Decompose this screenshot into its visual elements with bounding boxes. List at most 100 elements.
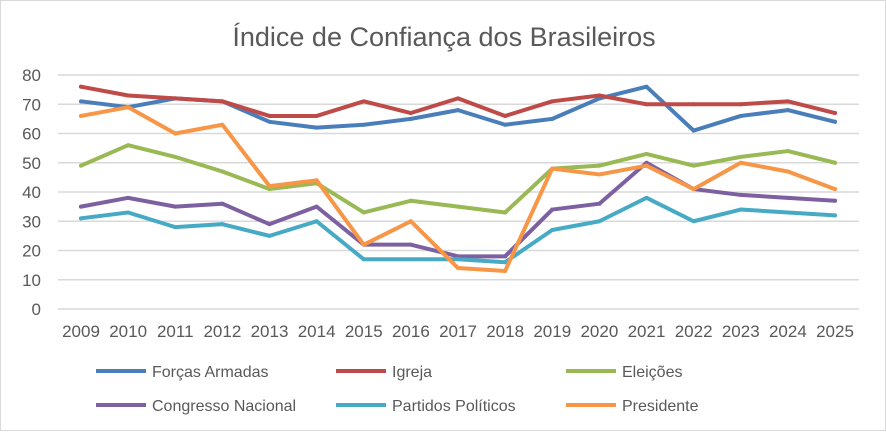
- data-point: [314, 113, 319, 118]
- data-point: [833, 213, 837, 218]
- x-tick-label: 2021: [628, 322, 666, 341]
- data-point: [79, 113, 83, 118]
- x-tick-label: 2022: [675, 322, 713, 341]
- data-point: [503, 254, 508, 259]
- data-point: [550, 207, 555, 212]
- data-point: [644, 84, 649, 89]
- data-point: [597, 219, 602, 224]
- data-point: [220, 122, 225, 127]
- x-tick-label: 2024: [769, 322, 807, 341]
- data-point: [597, 172, 602, 177]
- legend-item: Presidente: [566, 398, 699, 415]
- data-point: [267, 222, 272, 227]
- data-point: [79, 204, 83, 209]
- data-point: [833, 198, 837, 203]
- x-tick-label: 2016: [392, 322, 430, 341]
- data-point: [408, 198, 413, 203]
- data-point: [738, 102, 743, 107]
- y-tick-label: 30: [22, 212, 41, 231]
- legend-item: Igreja: [336, 364, 432, 381]
- x-tick-label: 2010: [109, 322, 147, 341]
- legend-item: Forças Armadas: [96, 364, 268, 381]
- legend-label: Igreja: [392, 364, 432, 381]
- x-tick-label: 2025: [816, 322, 854, 341]
- data-point: [126, 195, 131, 200]
- data-point: [220, 222, 225, 227]
- data-point: [314, 219, 319, 224]
- series-line-congresso-nacional: [79, 160, 837, 259]
- data-point: [456, 96, 460, 101]
- y-tick-label: 70: [22, 95, 41, 114]
- data-point: [126, 105, 131, 110]
- data-point: [833, 160, 837, 165]
- data-point: [408, 257, 413, 262]
- data-point: [79, 216, 83, 221]
- data-point: [173, 131, 178, 136]
- data-point: [361, 242, 366, 247]
- data-point: [79, 84, 83, 89]
- data-point: [691, 102, 696, 107]
- data-point: [267, 187, 272, 192]
- data-point: [644, 163, 649, 168]
- data-point: [785, 169, 790, 174]
- x-tick-label: 2009: [62, 322, 100, 341]
- data-point: [173, 96, 178, 101]
- data-point: [408, 116, 413, 121]
- x-tick-label: 2011: [157, 322, 194, 341]
- series-line-presidente: [79, 105, 837, 273]
- data-point: [126, 210, 131, 215]
- legend-label: Presidente: [622, 398, 699, 415]
- data-point: [503, 113, 508, 118]
- data-point: [79, 163, 83, 168]
- x-tick-label: 2020: [580, 322, 618, 341]
- legend-label: Forças Armadas: [152, 364, 268, 381]
- data-point: [644, 102, 649, 107]
- y-tick-label: 0: [32, 300, 41, 319]
- y-tick-label: 80: [22, 66, 41, 85]
- data-point: [691, 163, 696, 168]
- data-point: [644, 151, 649, 156]
- data-point: [833, 119, 837, 124]
- data-point: [173, 225, 178, 230]
- x-tick-label: 2017: [439, 322, 477, 341]
- x-tick-label: 2019: [533, 322, 571, 341]
- y-tick-label: 50: [22, 154, 41, 173]
- data-point: [361, 257, 366, 262]
- data-point: [267, 119, 272, 124]
- data-point: [597, 163, 602, 168]
- data-point: [644, 160, 649, 165]
- legend-item: Congresso Nacional: [96, 398, 296, 415]
- chart-title: Índice de Confiança dos Brasileiros: [232, 22, 655, 52]
- data-point: [456, 257, 460, 262]
- y-tick-label: 40: [22, 183, 41, 202]
- data-point: [220, 201, 225, 206]
- data-point: [126, 93, 131, 98]
- x-tick-label: 2014: [298, 322, 336, 341]
- data-point: [267, 233, 272, 238]
- data-point: [456, 266, 460, 271]
- data-point: [738, 154, 743, 159]
- data-point: [833, 111, 837, 116]
- y-tick-label: 10: [22, 271, 41, 290]
- data-point: [597, 201, 602, 206]
- data-point: [738, 160, 743, 165]
- legend-item: Eleições: [566, 364, 682, 381]
- data-point: [785, 99, 790, 104]
- data-point: [738, 207, 743, 212]
- data-point: [785, 108, 790, 113]
- x-tick-label: 2012: [203, 322, 241, 341]
- data-point: [456, 108, 460, 113]
- data-point: [691, 128, 696, 133]
- data-point: [79, 99, 83, 104]
- x-tick-label: 2018: [486, 322, 524, 341]
- data-point: [550, 166, 555, 171]
- data-point: [126, 143, 131, 148]
- data-point: [597, 93, 602, 98]
- legend-label: Partidos Políticos: [392, 398, 516, 415]
- data-point: [314, 204, 319, 209]
- x-tick-label: 2023: [722, 322, 760, 341]
- data-point: [503, 210, 508, 215]
- data-point: [785, 210, 790, 215]
- data-point: [833, 187, 837, 192]
- data-point: [691, 187, 696, 192]
